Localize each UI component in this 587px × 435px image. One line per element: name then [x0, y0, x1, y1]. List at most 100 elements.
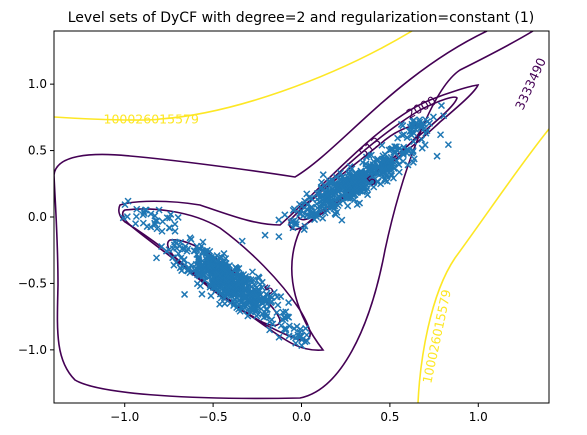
data-point: [317, 204, 325, 212]
data-point: [335, 188, 343, 196]
data-point: [287, 218, 295, 226]
data-point: [289, 333, 297, 341]
data-point: [305, 194, 314, 202]
data-point: [367, 151, 375, 159]
data-point: [387, 172, 396, 180]
data-point: [198, 290, 206, 298]
data-point: [335, 199, 344, 207]
data-point: [423, 118, 431, 126]
data-point: [334, 194, 342, 203]
data-point: [400, 143, 408, 151]
data-point: [313, 190, 321, 198]
data-point: [323, 191, 331, 199]
data-points: [119, 102, 452, 350]
data-point: [412, 125, 420, 133]
data-point: [437, 102, 445, 110]
data-point: [238, 237, 246, 245]
data-point: [200, 267, 208, 275]
x-tick-label: −1.0: [110, 410, 139, 424]
data-point: [207, 292, 215, 300]
data-point: [319, 171, 327, 179]
data-point: [232, 291, 240, 299]
data-point: [391, 143, 399, 151]
data-point: [348, 165, 356, 173]
data-point: [281, 211, 289, 219]
data-point: [260, 294, 268, 302]
data-point: [119, 214, 127, 222]
data-point: [169, 254, 177, 262]
data-point: [277, 321, 285, 330]
x-tick-label: 0.5: [380, 410, 399, 424]
data-point: [263, 306, 271, 314]
x-tick-label: 1.0: [469, 410, 488, 424]
data-point: [379, 152, 387, 160]
chart-title: Level sets of DyCF with degree=2 and reg…: [68, 10, 534, 26]
data-point: [302, 324, 310, 332]
data-point: [181, 290, 189, 298]
data-point: [357, 182, 365, 191]
data-point: [331, 182, 339, 191]
data-point: [216, 300, 224, 308]
data-point: [352, 186, 360, 194]
data-point: [293, 322, 301, 331]
data-point: [285, 299, 293, 307]
data-point: [152, 254, 161, 262]
data-point: [199, 248, 207, 256]
data-point: [418, 135, 426, 144]
data-point: [273, 308, 281, 317]
high-level-contours: [54, 31, 549, 403]
data-point: [239, 290, 247, 298]
data-point: [433, 152, 441, 160]
data-point: [166, 224, 174, 232]
data-point: [330, 205, 338, 213]
data-point: [363, 185, 371, 193]
data-point: [332, 173, 340, 181]
data-point: [121, 201, 129, 209]
data-point: [421, 141, 429, 149]
data-point: [282, 308, 290, 316]
data-point: [215, 263, 223, 271]
data-point: [399, 122, 407, 130]
data-point: [214, 270, 222, 278]
data-point: [123, 213, 131, 221]
data-point: [342, 188, 350, 196]
data-point: [275, 333, 283, 341]
data-point: [317, 185, 325, 193]
data-point: [253, 312, 261, 320]
data-point: [247, 290, 255, 298]
data-point: [395, 161, 403, 169]
data-point: [404, 161, 412, 169]
data-point: [263, 312, 271, 320]
data-point: [416, 116, 424, 124]
data-point: [223, 283, 231, 292]
data-point: [191, 247, 199, 255]
data-point: [360, 173, 368, 181]
data-point: [258, 283, 266, 291]
data-point: [437, 131, 445, 139]
data-point: [132, 220, 140, 228]
data-point: [300, 226, 308, 234]
data-point: [169, 245, 177, 253]
data-point: [420, 124, 428, 132]
data-point: [230, 299, 238, 308]
data-point: [408, 131, 416, 139]
data-point: [143, 223, 151, 231]
data-point: [233, 273, 241, 281]
data-point: [274, 301, 282, 309]
data-point: [174, 213, 182, 221]
data-point: [198, 261, 206, 269]
data-point: [306, 212, 314, 220]
data-point: [312, 213, 320, 221]
data-point: [180, 255, 188, 264]
data-point: [202, 255, 210, 264]
data-point: [253, 292, 261, 300]
data-point: [308, 194, 316, 202]
data-point: [325, 177, 333, 185]
x-tick-label: 0.0: [292, 410, 311, 424]
contour-yellow-right: [417, 128, 549, 403]
data-point: [248, 305, 256, 313]
contour-level-label: 100026015579: [419, 288, 454, 385]
data-point: [275, 216, 283, 224]
